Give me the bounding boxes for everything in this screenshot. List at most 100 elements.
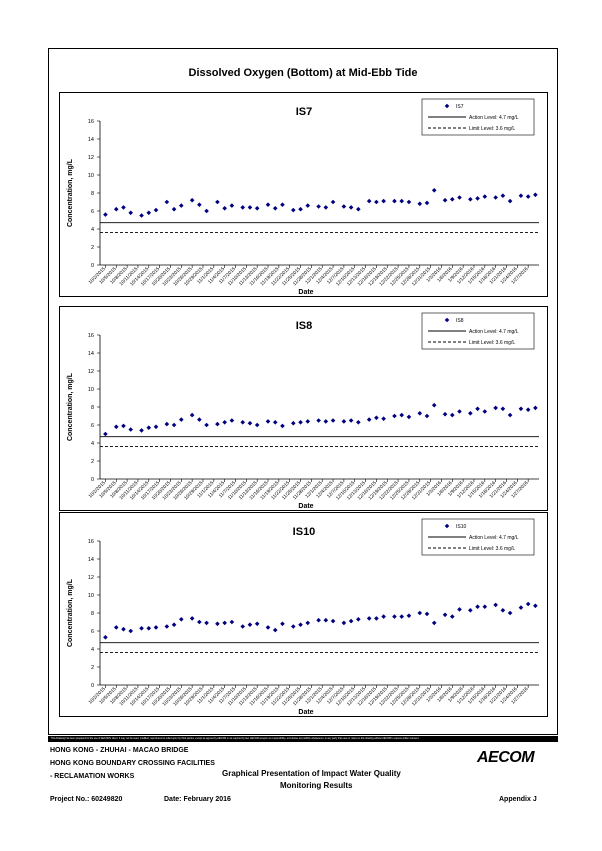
data-point — [197, 619, 202, 625]
y-axis-label: Concentration, mg/L — [67, 158, 74, 227]
data-point — [204, 208, 209, 214]
data-point — [247, 622, 253, 627]
project-line-1: HONG KONG - ZHUHAI - MACAO BRIDGE — [50, 747, 189, 754]
legend-label-action: Action Level: 4.7 mg/L — [469, 115, 519, 121]
data-point — [493, 195, 498, 200]
data-point — [153, 625, 159, 630]
legend-label-series: IS7 — [456, 104, 464, 110]
data-point — [153, 424, 159, 430]
data-point — [103, 212, 108, 217]
data-point — [533, 405, 538, 411]
data-point — [204, 422, 209, 428]
data-point — [178, 417, 184, 422]
chart-title: IS10 — [293, 526, 316, 538]
data-point — [392, 198, 397, 204]
data-point — [265, 625, 271, 630]
data-point — [449, 197, 455, 202]
y-tick-label: 10 — [88, 173, 94, 179]
y-tick-label: 16 — [88, 119, 94, 125]
data-point — [197, 202, 202, 207]
data-point — [330, 199, 336, 205]
data-point — [449, 412, 455, 418]
legend-marker-series — [444, 317, 450, 323]
figure-title-line-2: Monitoring Results — [280, 781, 353, 790]
data-point — [348, 205, 354, 210]
data-point — [222, 620, 227, 626]
legend-marker-series — [444, 103, 450, 109]
data-point — [417, 411, 423, 416]
data-point — [272, 206, 278, 211]
data-point — [204, 620, 209, 626]
data-point — [533, 603, 538, 609]
data-point — [113, 206, 119, 212]
data-point — [518, 193, 524, 198]
appendix-label: Appendix J — [499, 796, 537, 803]
data-point — [356, 420, 361, 425]
chart-panel-is8: IS8 0 2 4 6 8 10 12 14 16 Concentration, mg/L 10/2/… — [59, 306, 548, 511]
data-point — [215, 621, 220, 627]
data-point — [240, 420, 246, 425]
y-tick-label: 8 — [91, 191, 94, 197]
data-point — [316, 617, 321, 623]
data-point — [272, 420, 278, 425]
y-tick-label: 14 — [88, 137, 94, 143]
data-point — [128, 427, 134, 432]
data-point — [468, 608, 473, 613]
data-point — [280, 202, 285, 207]
y-tick-label: 2 — [91, 459, 94, 465]
data-point — [431, 188, 437, 193]
data-point — [247, 205, 253, 210]
data-point — [500, 406, 506, 412]
data-point — [164, 421, 170, 427]
data-point — [457, 409, 462, 414]
page-frame — [48, 48, 558, 735]
data-point — [298, 622, 303, 627]
data-point — [240, 205, 246, 210]
data-point — [366, 198, 372, 204]
data-point — [189, 616, 195, 621]
y-tick-label: 0 — [91, 683, 94, 689]
data-point — [247, 420, 253, 426]
data-point — [381, 198, 386, 204]
data-point — [482, 409, 488, 414]
data-point — [525, 194, 531, 199]
data-point — [348, 418, 354, 423]
data-point — [449, 614, 455, 619]
data-point — [493, 405, 498, 411]
data-point — [305, 620, 311, 626]
y-tick-label: 14 — [88, 351, 94, 357]
y-tick-label: 2 — [91, 245, 94, 251]
project-line-3: - RECLAMATION WORKS — [50, 773, 135, 780]
data-point — [222, 206, 227, 211]
data-point — [121, 423, 126, 429]
y-tick-label: 12 — [88, 155, 94, 161]
data-point — [103, 635, 108, 640]
data-point — [128, 210, 134, 216]
data-point — [525, 407, 531, 412]
data-point — [139, 428, 144, 433]
chart-title: IS7 — [296, 106, 313, 118]
data-point — [298, 206, 303, 212]
legend-label-action: Action Level: 4.7 mg/L — [469, 329, 519, 335]
data-point — [424, 200, 430, 206]
y-tick-label: 4 — [91, 441, 94, 447]
data-point — [164, 199, 170, 205]
data-point — [171, 622, 177, 627]
data-point — [215, 199, 220, 205]
data-point — [113, 424, 119, 430]
data-point — [366, 616, 372, 621]
data-point — [406, 414, 412, 420]
data-point — [222, 420, 227, 425]
data-point — [189, 197, 195, 203]
data-point — [330, 418, 336, 423]
data-point — [507, 610, 513, 616]
y-tick-label: 6 — [91, 423, 94, 429]
data-point — [265, 202, 271, 207]
y-axis-label: Concentration, mg/L — [67, 578, 74, 647]
data-point — [171, 206, 177, 212]
data-point — [189, 412, 195, 418]
data-point — [341, 419, 347, 424]
data-point — [374, 415, 379, 421]
